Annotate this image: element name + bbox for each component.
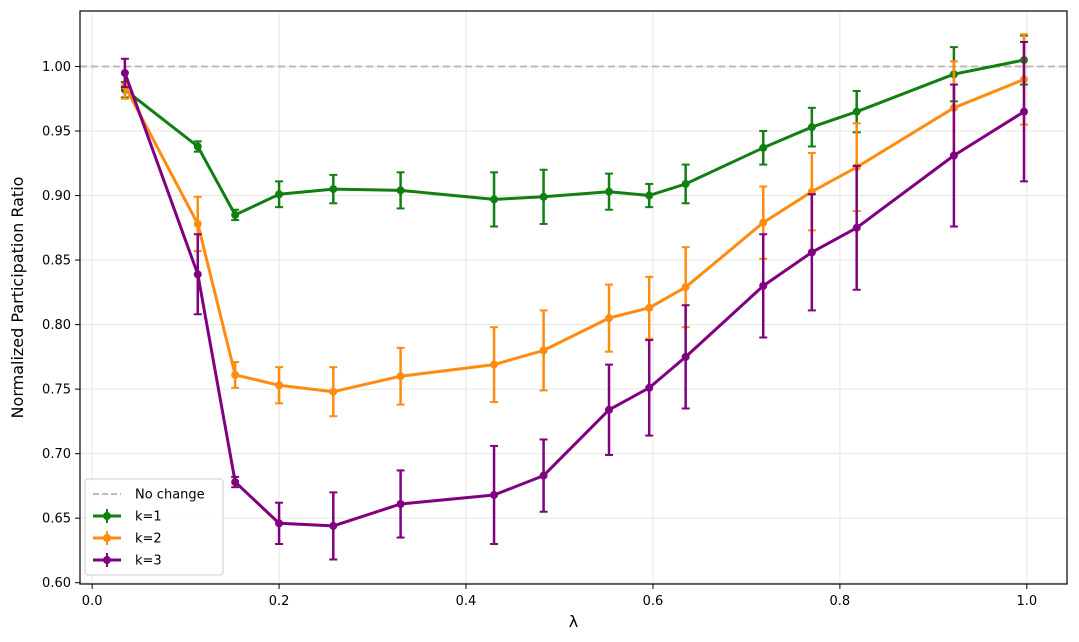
x-tick-label: 1.0 [1016,594,1037,609]
data-point [852,107,861,116]
data-point [759,281,768,290]
data-point [231,478,240,487]
y-tick-label: 0.95 [42,125,71,140]
legend-label: No change [135,488,205,503]
series-k=2 [120,33,1029,418]
legend-label: k=1 [135,510,162,525]
legend-marker [103,512,111,520]
x-tick-label: 0.8 [830,594,851,609]
legend-marker [103,534,111,542]
x-axis-ticks: 0.0 0.2 0.4 0.6 0.8 1.0 [82,584,1037,609]
data-point [645,191,654,200]
x-tick-label: 0.0 [82,594,103,609]
data-point [681,179,690,188]
data-point [329,521,338,530]
data-point [681,283,690,292]
legend-label: k=2 [135,532,162,547]
data-point [605,187,614,196]
data-point [275,381,284,390]
y-tick-label: 1.00 [42,60,71,75]
data-point [396,372,405,381]
y-tick-label: 0.65 [42,512,71,527]
data-point [193,219,202,228]
legend: No change k=1 k=2 k=3 [84,478,224,576]
data-point [490,360,499,369]
data-point [329,185,338,194]
data-point [120,68,129,77]
y-tick-label: 0.80 [42,318,71,333]
series-line [123,58,1025,217]
data-point [759,143,768,152]
x-tick-label: 0.4 [456,594,477,609]
data-point [275,190,284,199]
data-point [539,192,548,201]
data-point [949,151,958,160]
y-tick-label: 0.60 [42,576,71,591]
series-line [123,78,1025,394]
data-point [396,499,405,508]
data-point [605,405,614,414]
data-point [539,471,548,480]
data-point [231,210,240,219]
data-point [329,387,338,396]
data-point [193,142,202,151]
data-point [193,270,202,279]
plot-frame [79,10,1068,585]
data-point [645,383,654,392]
data-point [1020,107,1029,116]
y-tick-label: 0.70 [42,447,71,462]
data-point [490,490,499,499]
data-point [645,303,654,312]
data-point [807,123,816,132]
x-tick-label: 0.2 [269,594,290,609]
y-tick-label: 0.90 [42,189,71,204]
x-axis-label: λ [569,612,578,631]
data-point [539,346,548,355]
series-k=3 [120,40,1029,561]
data-point [275,519,284,528]
data-point [852,223,861,232]
data-point [605,314,614,323]
y-tick-label: 0.85 [42,254,71,269]
series-layer [120,33,1029,561]
data-point [396,186,405,195]
legend-label: k=3 [135,554,162,569]
series-line [123,72,1025,528]
x-tick-label: 0.6 [643,594,664,609]
legend-box [84,478,224,576]
y-axis-ticks: 0.60 0.65 0.70 0.75 0.80 0.85 0.90 0.95 1.00 [42,60,80,591]
y-axis-label: Normalized Participation Ratio [8,177,27,419]
data-point [231,370,240,379]
grid-lines [80,11,1067,584]
legend-marker [103,556,111,564]
data-point [807,248,816,257]
data-point [759,218,768,227]
data-point [681,352,690,361]
data-point [490,195,499,204]
y-tick-label: 0.75 [42,383,71,398]
